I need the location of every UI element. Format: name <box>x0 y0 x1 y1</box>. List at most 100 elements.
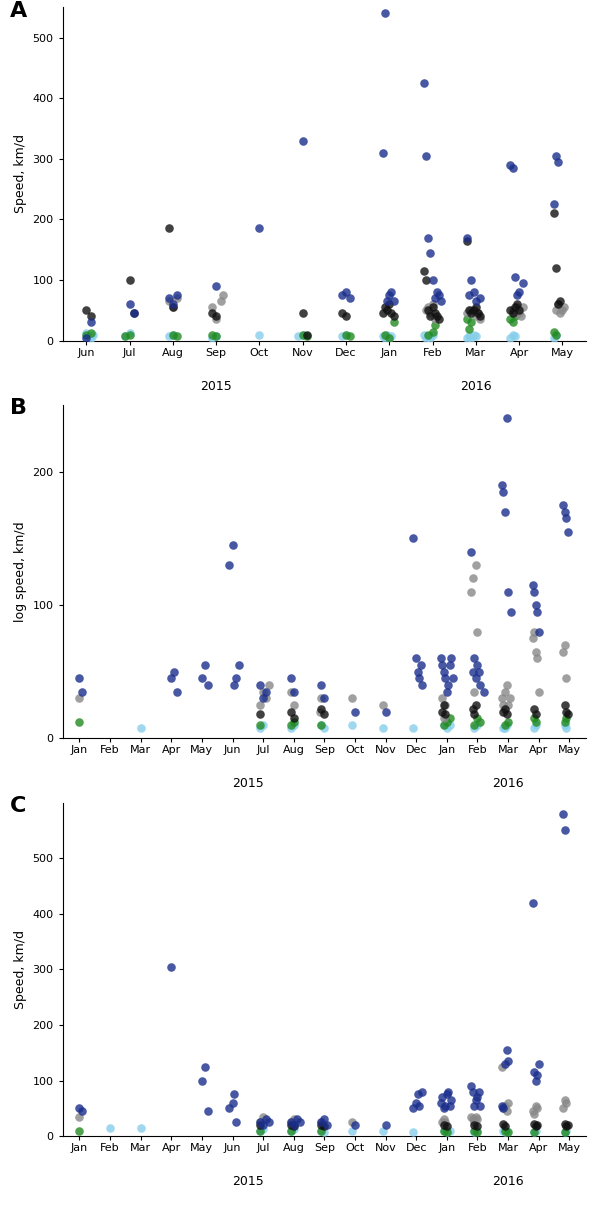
Point <box>468 699 478 719</box>
Point <box>473 656 482 675</box>
Point <box>559 804 568 823</box>
Point <box>531 704 541 724</box>
Point <box>464 327 474 346</box>
Point <box>467 1077 476 1096</box>
Point <box>560 696 569 715</box>
Point <box>551 325 560 345</box>
Point <box>473 1110 482 1129</box>
Point <box>529 1114 539 1134</box>
Point <box>424 301 433 320</box>
Point <box>532 648 542 668</box>
Point <box>254 325 264 345</box>
Point <box>378 717 388 737</box>
Point <box>378 696 388 715</box>
Point <box>531 1096 541 1116</box>
Point <box>136 717 145 737</box>
Point <box>528 629 538 648</box>
Point <box>74 688 84 708</box>
Point <box>286 669 295 688</box>
Point <box>316 699 326 719</box>
Point <box>234 656 244 675</box>
Point <box>386 304 396 323</box>
Point <box>289 709 299 728</box>
Point <box>510 267 520 287</box>
Point <box>419 261 428 280</box>
Point <box>289 1117 299 1136</box>
Point <box>502 1101 511 1121</box>
Point <box>529 1122 539 1141</box>
Point <box>553 152 563 171</box>
Point <box>289 1119 299 1139</box>
Point <box>510 304 520 323</box>
Point <box>86 328 95 347</box>
Text: C: C <box>10 796 26 816</box>
Point <box>419 325 428 345</box>
Point <box>468 1110 478 1129</box>
Point <box>316 675 326 694</box>
Point <box>532 1116 542 1135</box>
Point <box>563 1116 572 1135</box>
Point <box>532 602 542 622</box>
Point <box>229 1084 239 1104</box>
Point <box>508 158 517 177</box>
Point <box>445 656 455 675</box>
Point <box>86 313 95 333</box>
Point <box>506 155 515 175</box>
Point <box>164 289 173 308</box>
Point <box>298 131 308 151</box>
Point <box>556 291 565 311</box>
Point <box>467 582 476 601</box>
Point <box>560 501 569 521</box>
Point <box>469 301 478 320</box>
Point <box>549 322 559 341</box>
Point <box>473 715 482 734</box>
Point <box>500 699 510 719</box>
Point <box>439 709 449 728</box>
Point <box>164 327 173 346</box>
Point <box>82 328 91 347</box>
Point <box>425 328 435 347</box>
Point <box>512 285 521 305</box>
Point <box>440 1096 450 1116</box>
Point <box>497 1057 507 1077</box>
Point <box>347 1112 357 1131</box>
Point <box>255 704 265 724</box>
Point <box>503 582 513 601</box>
Point <box>432 283 442 302</box>
Point <box>293 327 303 346</box>
Point <box>442 1122 452 1141</box>
Point <box>425 307 435 327</box>
Point <box>418 1082 427 1101</box>
Point <box>430 310 439 329</box>
Point <box>503 713 513 732</box>
Point <box>320 688 329 708</box>
Point <box>378 327 388 346</box>
Point <box>430 316 439 335</box>
Point <box>499 482 508 501</box>
Point <box>262 682 271 702</box>
Point <box>341 325 351 345</box>
Point <box>389 307 398 327</box>
Point <box>341 283 351 302</box>
Point <box>562 1093 571 1112</box>
Point <box>502 715 511 734</box>
Point <box>231 1112 241 1131</box>
Point <box>590 1112 600 1131</box>
Point <box>497 1096 507 1116</box>
Point <box>463 328 472 347</box>
Point <box>316 1121 326 1140</box>
Point <box>129 304 139 323</box>
Point <box>475 289 485 308</box>
Point <box>385 295 394 314</box>
Point <box>549 204 559 223</box>
Point <box>259 1116 268 1135</box>
Point <box>508 313 517 333</box>
Point <box>337 327 346 346</box>
Point <box>289 1110 299 1129</box>
Point <box>473 1122 482 1141</box>
Point <box>440 704 450 724</box>
Point <box>560 715 569 734</box>
Point <box>531 595 541 614</box>
Point <box>211 277 221 296</box>
Point <box>551 325 560 345</box>
